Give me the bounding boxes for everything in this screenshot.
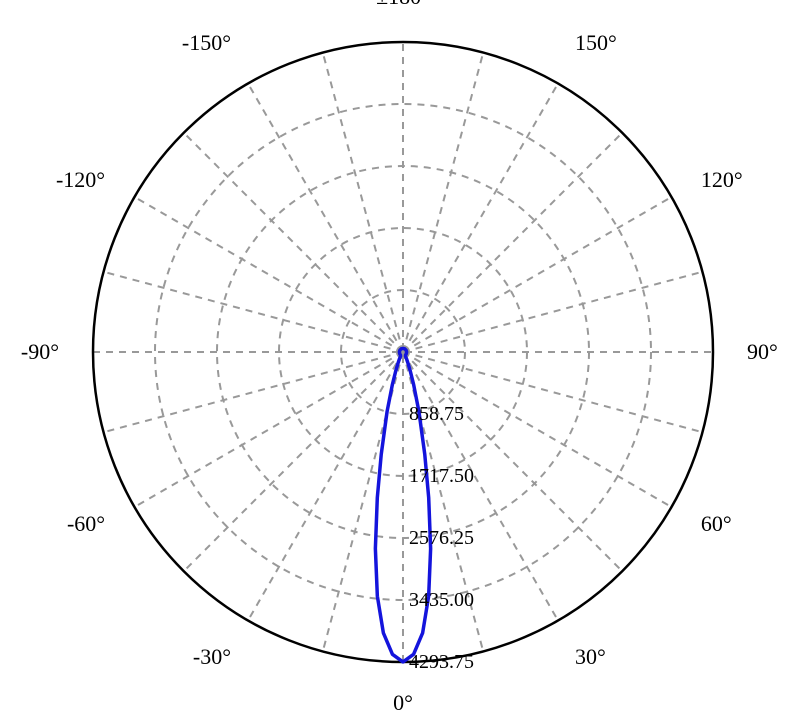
grid-spoke: [135, 352, 403, 507]
radial-label: 1717.50: [409, 465, 474, 487]
polar-chart: 858.75 1717.50 2576.25 3435.00 4293.75 ±180°…: [0, 0, 807, 725]
radial-label: 858.75: [409, 403, 464, 425]
angle-label: 90°: [747, 339, 778, 364]
grid-spoke: [184, 352, 403, 571]
angle-label: -60°: [67, 511, 105, 536]
grid-spoke: [135, 197, 403, 352]
grid-spoke: [403, 197, 671, 352]
grid-spoke: [403, 272, 702, 352]
angle-label: -150°: [182, 30, 231, 55]
angle-label: 150°: [575, 30, 617, 55]
grid-spoke: [403, 53, 483, 352]
angle-label: -30°: [193, 644, 231, 669]
radial-label: 3435.00: [409, 589, 474, 611]
angle-label: ±180°: [376, 0, 430, 9]
radial-label: 2576.25: [409, 527, 474, 549]
grid-spoke: [403, 84, 558, 352]
angle-label: 0°: [393, 690, 413, 715]
radial-labels-layer: 858.75 1717.50 2576.25 3435.00 4293.75: [409, 403, 474, 673]
grid-spoke: [184, 133, 403, 352]
angle-label: 120°: [701, 167, 743, 192]
grid-layer: [104, 53, 703, 652]
angle-label: -90°: [21, 339, 59, 364]
angle-label: -120°: [56, 167, 105, 192]
grid-spoke: [403, 133, 622, 352]
radial-label: 4293.75: [409, 651, 474, 673]
angle-label: 30°: [575, 644, 606, 669]
angle-label: 60°: [701, 511, 732, 536]
grid-spoke: [104, 352, 403, 432]
grid-spoke: [248, 84, 403, 352]
grid-spoke: [104, 272, 403, 352]
grid-spoke: [323, 53, 403, 352]
